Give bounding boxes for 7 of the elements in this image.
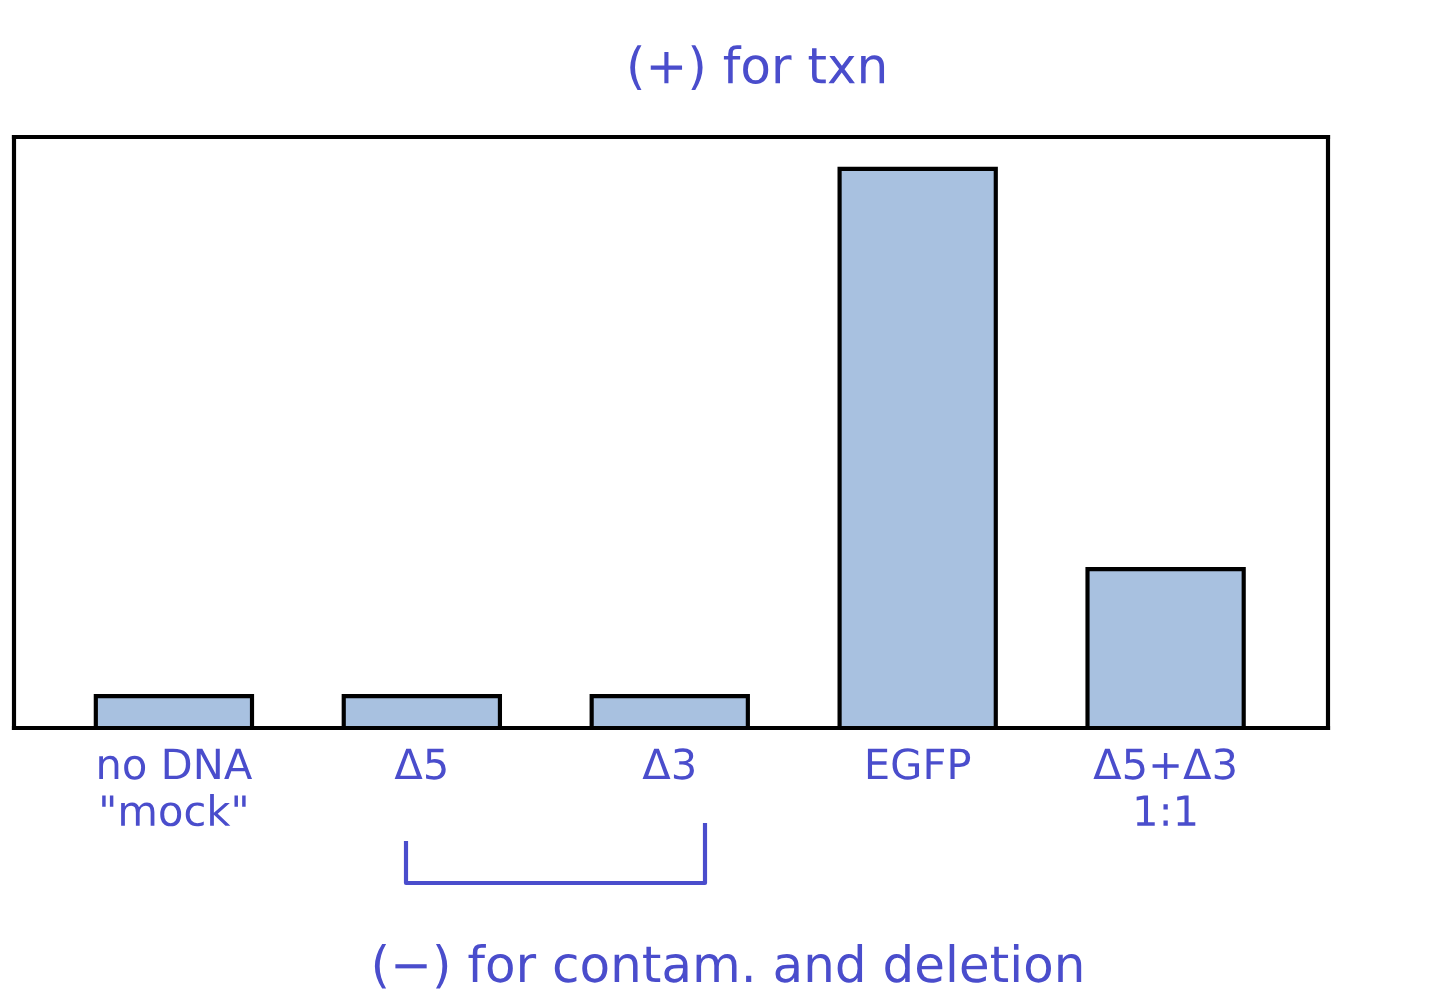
x-tick-label: Δ5+Δ3 1:1 <box>1093 748 1235 826</box>
text: (+) for txn <box>630 45 885 90</box>
x-tick-label: Δ5 <box>394 748 446 780</box>
x-tick-label: no DNA "mock" <box>99 748 253 827</box>
x-tick-label: EGFP <box>867 748 971 780</box>
x-tick-label: Δ3 <box>642 748 694 780</box>
text: (−) for contam. and deletion <box>374 943 1082 989</box>
